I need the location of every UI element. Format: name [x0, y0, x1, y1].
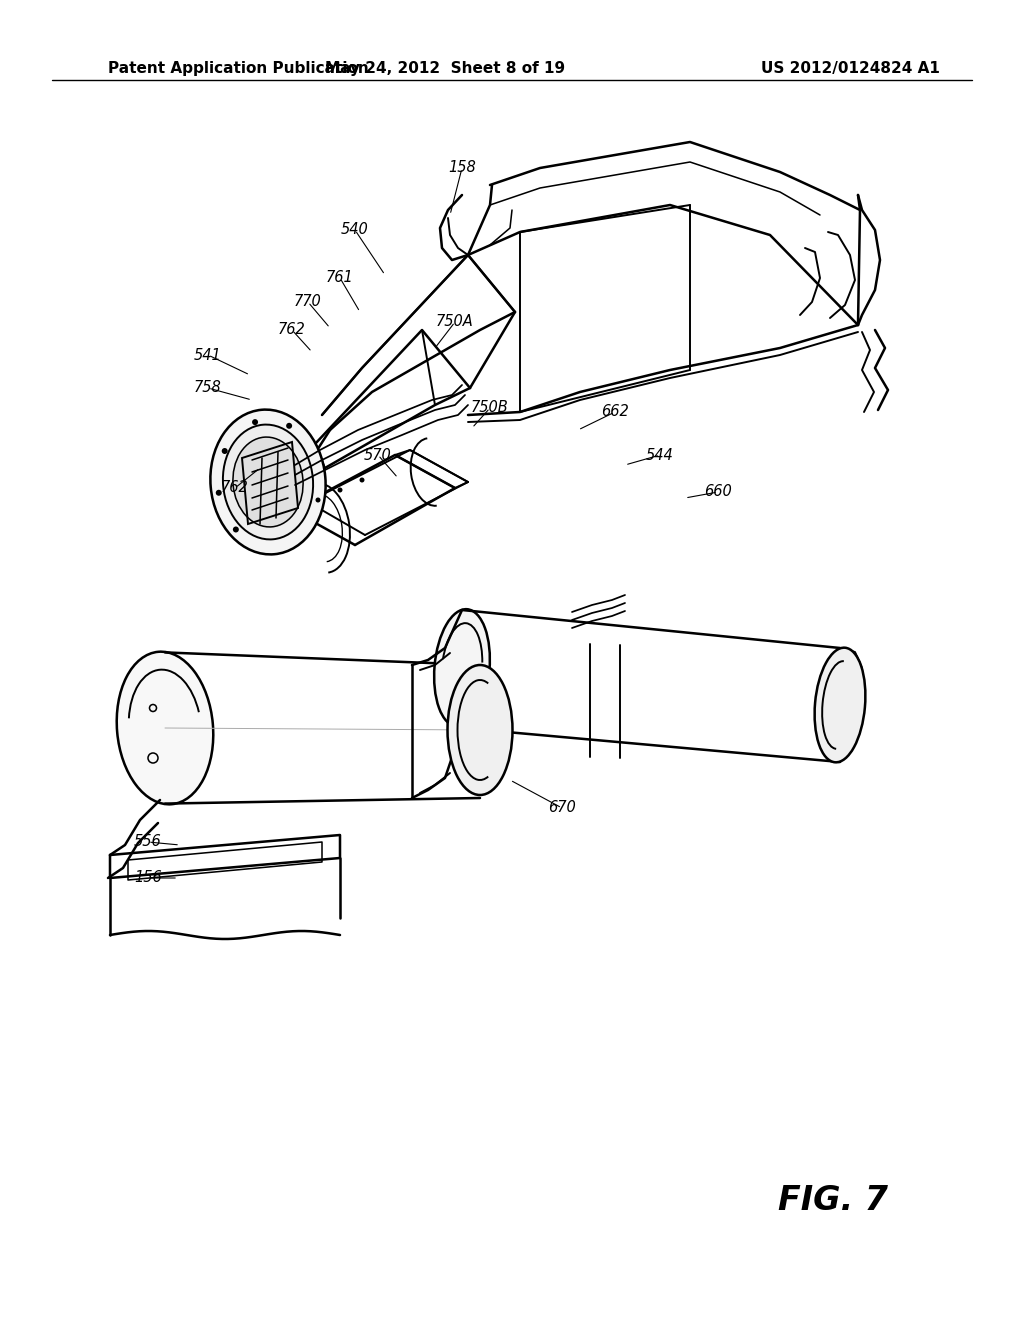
Text: 660: 660 [705, 484, 732, 499]
Ellipse shape [232, 437, 303, 527]
Ellipse shape [216, 490, 222, 496]
Ellipse shape [338, 487, 342, 492]
Ellipse shape [223, 425, 313, 540]
Ellipse shape [315, 498, 321, 503]
Text: 762: 762 [221, 480, 249, 495]
Text: 541: 541 [195, 347, 222, 363]
Text: 762: 762 [279, 322, 306, 338]
Text: 158: 158 [449, 161, 476, 176]
Text: 662: 662 [601, 404, 629, 420]
Text: FIG. 7: FIG. 7 [778, 1184, 888, 1217]
Ellipse shape [117, 652, 213, 804]
Ellipse shape [447, 665, 512, 795]
Ellipse shape [359, 478, 365, 483]
Text: 750A: 750A [436, 314, 474, 330]
Text: US 2012/0124824 A1: US 2012/0124824 A1 [761, 61, 939, 75]
Text: 156: 156 [134, 870, 162, 886]
Text: 770: 770 [294, 294, 322, 309]
Ellipse shape [222, 447, 227, 454]
Text: 750B: 750B [471, 400, 509, 416]
Text: 758: 758 [195, 380, 222, 396]
Ellipse shape [232, 527, 239, 532]
Text: May 24, 2012  Sheet 8 of 19: May 24, 2012 Sheet 8 of 19 [325, 61, 565, 75]
Text: 670: 670 [548, 800, 575, 816]
Text: 761: 761 [326, 271, 354, 285]
Text: 556: 556 [134, 834, 162, 850]
Text: 570: 570 [365, 447, 392, 462]
Ellipse shape [286, 422, 292, 429]
Ellipse shape [210, 409, 326, 554]
Text: 540: 540 [341, 223, 369, 238]
Ellipse shape [434, 609, 489, 727]
Ellipse shape [252, 420, 258, 425]
Text: 544: 544 [646, 447, 674, 462]
Ellipse shape [815, 648, 865, 763]
Text: Patent Application Publication: Patent Application Publication [108, 61, 369, 75]
